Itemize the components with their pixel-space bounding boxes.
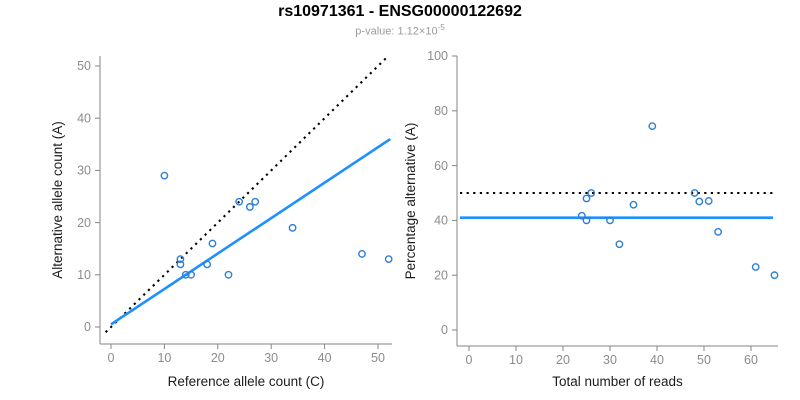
x-tick-label: 0	[466, 353, 473, 367]
data-point	[629, 200, 638, 209]
data-point	[160, 171, 169, 180]
x-tick-label: 10	[157, 351, 171, 365]
x-tick-label: 40	[650, 353, 664, 367]
data-point	[176, 255, 185, 264]
x-axis-title: Reference allele count (C)	[168, 374, 325, 389]
data-point	[251, 197, 260, 206]
x-tick-label: 60	[744, 353, 758, 367]
x-tick-label: 40	[318, 351, 332, 365]
data-point	[704, 197, 713, 205]
data-point	[577, 211, 586, 220]
data-point	[615, 240, 624, 249]
x-tick-label: 50	[371, 351, 385, 365]
data-point	[203, 260, 212, 269]
y-tick-label: 40	[434, 214, 448, 228]
y-tick-label: 100	[427, 49, 448, 63]
x-tick-label: 30	[603, 353, 617, 367]
x-tick-label: 30	[264, 351, 278, 365]
x-axis-title: Total number of reads	[552, 374, 683, 389]
data-point	[582, 216, 591, 225]
data-point	[176, 260, 185, 269]
y-tick-label: 0	[441, 323, 448, 337]
y-tick-label: 60	[434, 159, 448, 173]
left-plot: 0 10 20 30 40 50 0 10 20 30 40 50 Reference allele c…	[50, 55, 393, 389]
x-tick-label: 20	[211, 351, 225, 365]
x-tick-label: 50	[697, 353, 711, 367]
identity-line	[104, 55, 389, 333]
data-point	[181, 270, 190, 279]
data-point	[358, 250, 366, 258]
data-point	[187, 270, 196, 279]
data-point	[384, 255, 393, 264]
data-point	[208, 239, 217, 248]
data-point	[288, 223, 297, 232]
figure-subtitle: p-value: 1.12×10-5	[0, 23, 800, 38]
x-tick-label: 10	[509, 353, 523, 367]
data-point	[606, 216, 614, 225]
data-point	[587, 189, 596, 197]
y-tick-label: 30	[77, 164, 91, 178]
x-tick-label: 20	[556, 353, 570, 367]
data-point	[714, 228, 722, 236]
y-axis-title: Alternative allele count (A)	[50, 121, 65, 279]
y-tick-label: 40	[77, 111, 91, 125]
p-value-text: p-value: 1.12×10	[355, 25, 438, 38]
data-point	[235, 197, 244, 206]
data-point	[582, 194, 591, 203]
data-point	[751, 263, 760, 271]
y-tick-label: 20	[77, 216, 91, 230]
fit-line	[110, 137, 392, 326]
y-tick-label: 80	[434, 104, 448, 118]
y-tick-label: 10	[77, 268, 91, 282]
data-point	[690, 189, 699, 197]
data-point	[224, 270, 233, 279]
data-point	[245, 203, 254, 211]
data-point	[648, 122, 657, 131]
p-value-exponent: -5	[437, 23, 445, 32]
right-plot: 0 10 20 30 40 50 60 0 20 40 60 80 100 Total number of…	[403, 49, 779, 389]
data-point	[695, 197, 704, 206]
y-axis-title: Percentage alternative (A)	[403, 123, 418, 280]
data-point	[770, 271, 779, 280]
figure-title: rs10971361 - ENSG00000122692	[278, 3, 522, 20]
y-tick-label: 50	[77, 59, 91, 73]
y-tick-label: 20	[434, 268, 448, 282]
y-tick-label: 0	[84, 320, 91, 334]
x-tick-label: 0	[108, 351, 115, 365]
